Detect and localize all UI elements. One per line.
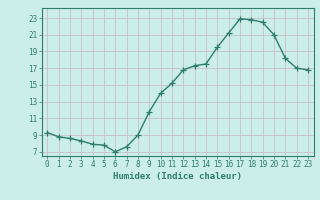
X-axis label: Humidex (Indice chaleur): Humidex (Indice chaleur)	[113, 172, 242, 181]
